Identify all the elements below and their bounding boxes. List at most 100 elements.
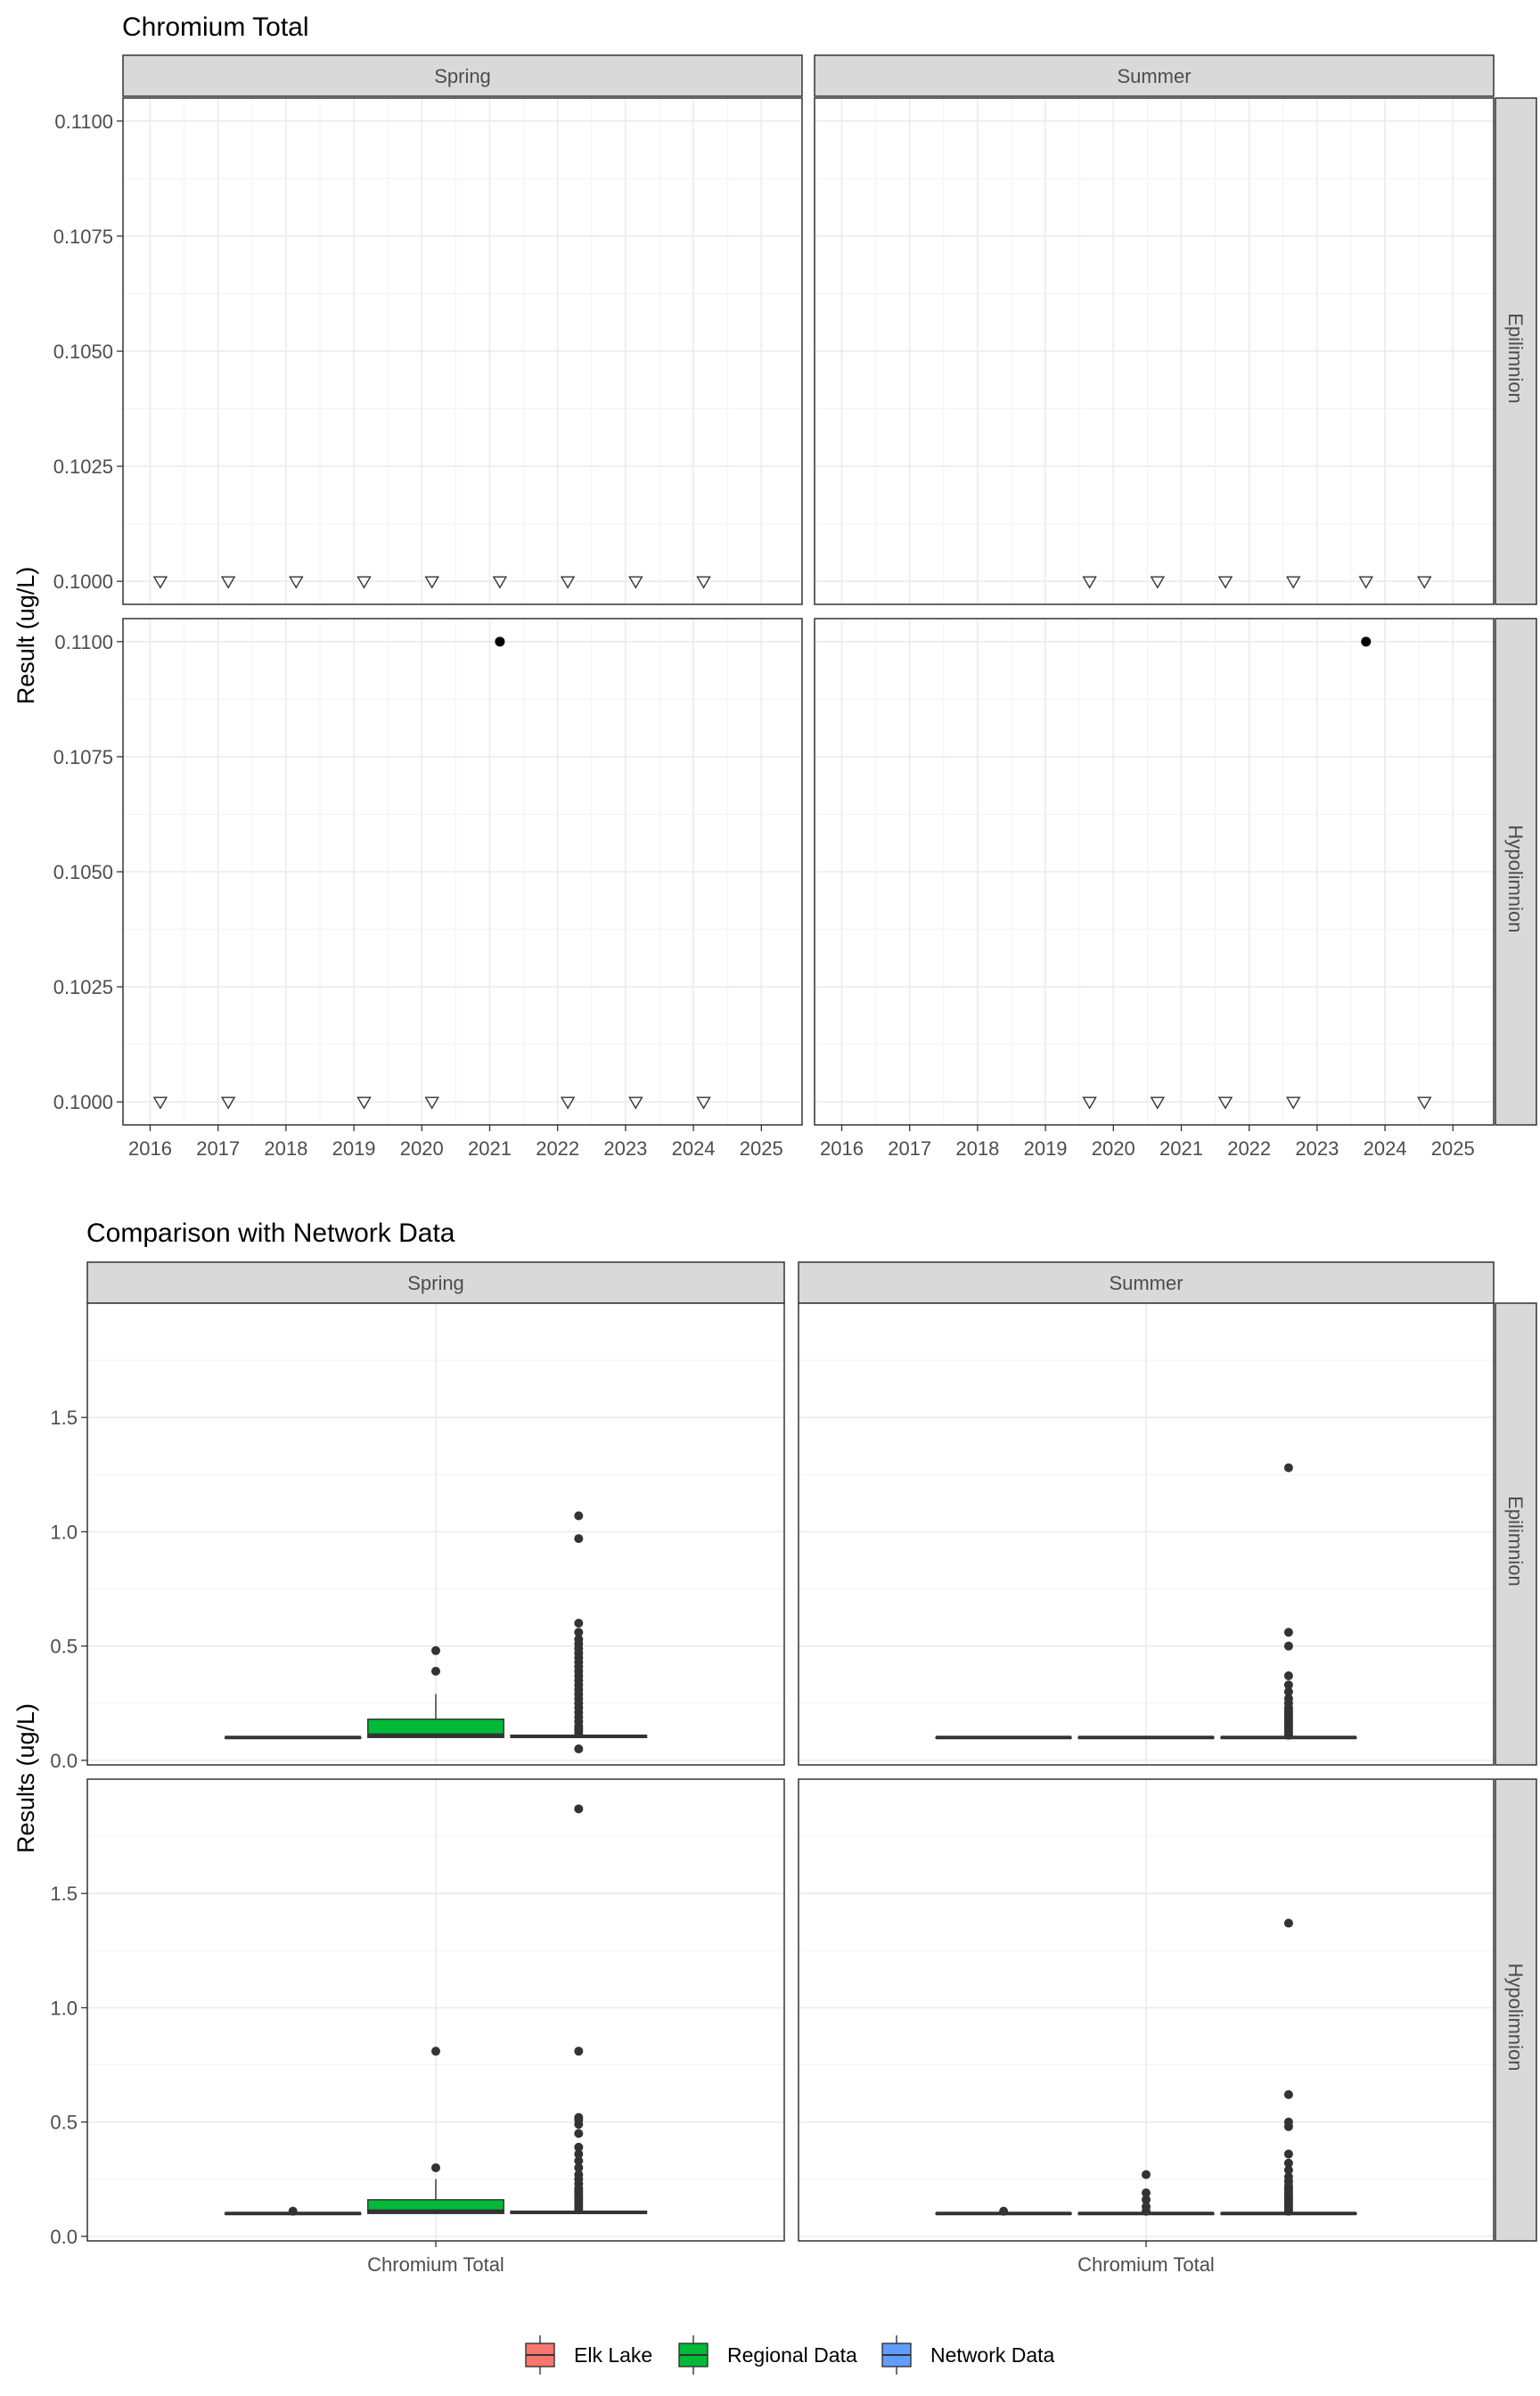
outlier-point <box>1283 1670 1293 1680</box>
y-tick-label: 0.1000 <box>53 570 113 593</box>
outlier-point <box>574 2162 584 2172</box>
x-tick-label: 2025 <box>1431 1137 1475 1160</box>
y-tick-label: 0.1025 <box>53 976 113 998</box>
non-detect-marker <box>1285 576 1301 589</box>
non-detect-marker <box>1217 576 1233 589</box>
non-detect-marker <box>492 576 508 589</box>
outlier-point <box>574 1534 584 1544</box>
y-tick-label: 0.1050 <box>53 861 113 883</box>
panel-summer-epilimnion <box>814 97 1495 605</box>
non-detect-marker <box>220 1096 236 1110</box>
legend-label-network-data: Network Data <box>930 2343 1055 2367</box>
y-tick-label: 0.1000 <box>53 1091 113 1113</box>
non-detect-marker <box>560 576 576 589</box>
non-detect-marker <box>696 576 711 589</box>
legend-key-elk-lake <box>525 2335 555 2375</box>
y-tick-label: 0.1100 <box>54 631 113 653</box>
outlier-point <box>288 2206 298 2216</box>
outlier-point <box>1142 2188 1151 2198</box>
box-network-data <box>1220 1463 1357 1740</box>
chart-title-chromium-total: Chromium Total <box>122 12 309 42</box>
x-tick-label: 2016 <box>820 1137 864 1160</box>
non-detect-marker <box>1358 576 1373 589</box>
y-axis-label-results: Results (ug/L) <box>12 1703 39 1853</box>
non-detect-marker <box>1417 1096 1432 1110</box>
outlier-point <box>574 2113 584 2122</box>
box-network-data <box>510 1511 648 1754</box>
y-tick-label: 0.1025 <box>53 455 113 478</box>
outlier-point <box>1283 1628 1293 1637</box>
outlier-point <box>1283 1694 1293 1703</box>
box-elk-lake <box>935 2206 1072 2216</box>
outlier-point <box>574 2142 584 2152</box>
non-detect-marker <box>220 576 236 589</box>
outlier-point <box>1283 1918 1293 1928</box>
facet-strip-summer <box>798 1261 1495 1304</box>
non-detect-marker <box>152 1096 168 1110</box>
x-tick-label: 2019 <box>332 1137 376 1160</box>
outlier-point <box>1283 1463 1293 1473</box>
x-tick-label: 2021 <box>1159 1137 1203 1160</box>
facet-strip-label-hypolimnion: Hypolimnion <box>1504 1963 1527 2071</box>
outlier-point <box>574 2129 584 2138</box>
chart-title-comparison: Comparison with Network Data <box>86 1219 455 1248</box>
outlier-point <box>431 2162 440 2172</box>
x-tick-label: 2024 <box>1364 1137 1407 1160</box>
non-detect-marker <box>1150 1096 1166 1110</box>
legend-label-regional-data: Regional Data <box>727 2343 857 2367</box>
panel-spring-epilimnion <box>86 1302 785 1766</box>
y-tick-label: 1.5 <box>50 1883 78 1905</box>
non-detect-marker <box>1082 1096 1097 1110</box>
non-detect-marker <box>560 1096 576 1110</box>
y-tick-label: 0.1050 <box>53 341 113 363</box>
detect-point <box>1361 636 1372 647</box>
outlier-point <box>1283 2089 1293 2099</box>
facet-strip-label-summer: Summer <box>1117 65 1191 87</box>
legend-label-elk-lake: Elk Lake <box>574 2343 652 2367</box>
detect-point <box>495 636 505 647</box>
box-regional-data <box>367 2047 504 2214</box>
outlier-point <box>1283 2165 1293 2175</box>
panel-spring-epilimnion-border <box>86 1302 785 1766</box>
y-tick-label: 0.1075 <box>53 226 113 248</box>
x-tick-label: Chromium Total <box>367 2253 504 2276</box>
outlier-point <box>574 2149 584 2159</box>
non-detect-marker <box>152 576 168 589</box>
y-tick-label: 0.5 <box>50 2112 78 2134</box>
x-tick-label: 2019 <box>1024 1137 1068 1160</box>
y-tick-label: 0.1100 <box>54 111 113 133</box>
facet-strip-label-hypolimnion: Hypolimnion <box>1504 825 1527 932</box>
box-elk-lake <box>224 2206 362 2216</box>
outlier-point <box>1142 2195 1151 2204</box>
outlier-point <box>1283 1680 1293 1690</box>
legend-key-network-data <box>881 2335 912 2375</box>
outlier-point <box>574 1804 584 1814</box>
facet-strip-label-epilimnion: Epilimnion <box>1504 1496 1527 1587</box>
non-detect-marker <box>628 1096 643 1110</box>
outlier-point <box>999 2206 1009 2216</box>
panel-summer-epilimnion-border <box>814 97 1495 605</box>
box-elk-lake <box>935 1735 1072 1740</box>
non-detect-marker <box>1150 576 1166 589</box>
panel-summer-hypolimnion <box>798 1778 1495 2242</box>
x-tick-label: 2016 <box>128 1137 172 1160</box>
outlier-point <box>1283 2158 1293 2168</box>
outlier-point <box>574 1619 584 1629</box>
x-tick-label: 2024 <box>672 1137 716 1160</box>
box-chart-comparison: Spring Summer Epilimnion Hypolimnion 0.0 0.5 1… <box>50 1261 1537 2276</box>
box-regional-data <box>1077 1735 1215 1740</box>
x-tick-label: 2018 <box>264 1137 307 1160</box>
scatter-chart-chromium: Spring Summer Epilimnion Hypolimnion 0.1000 0… <box>53 54 1537 1160</box>
outlier-point <box>1283 2172 1293 2182</box>
panel-spring-hypolimnion <box>122 618 803 1126</box>
box-network-data <box>1220 1918 1357 2216</box>
x-tick-label: 2023 <box>1295 1137 1339 1160</box>
non-detect-marker <box>1285 1096 1301 1110</box>
non-detect-marker <box>628 576 643 589</box>
outlier-point <box>574 2047 584 2056</box>
box-regional-data <box>367 1645 504 1738</box>
box-elk-lake <box>224 1735 362 1740</box>
x-tick-label: 2017 <box>196 1137 240 1160</box>
panel-summer-epilimnion <box>798 1302 1495 1766</box>
